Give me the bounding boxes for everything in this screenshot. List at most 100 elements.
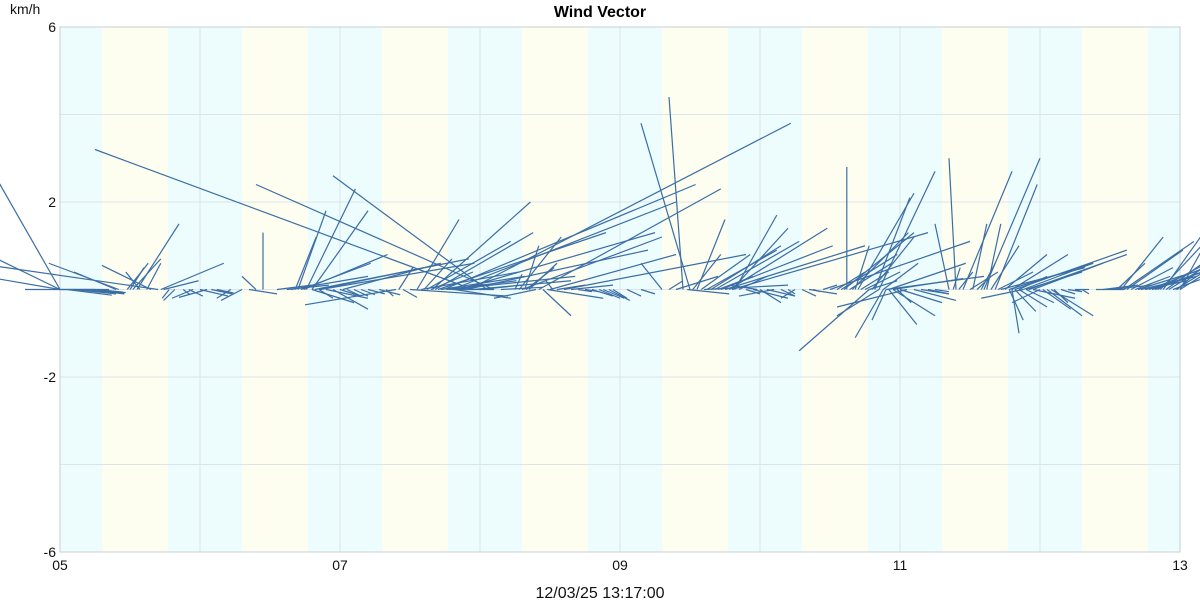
wind-vector-58 xyxy=(367,288,385,295)
wind-vector-190 xyxy=(986,223,1002,290)
wind-vector-180 xyxy=(934,223,950,290)
wind-vector-71 xyxy=(434,232,534,291)
wind-vector-225 xyxy=(1120,236,1164,290)
wind-vector-44 xyxy=(305,188,356,290)
wind-vector-118 xyxy=(687,288,730,295)
x-tick-label: 07 xyxy=(332,557,348,573)
wind-vector-115 xyxy=(668,280,684,291)
wind-vector-139 xyxy=(766,288,796,297)
x-tick-label: 13 xyxy=(1172,557,1188,573)
wind-vector-5 xyxy=(73,288,117,295)
wind-vector-22 xyxy=(163,280,199,291)
wind-vector-239 xyxy=(1165,264,1200,290)
wind-vector-52 xyxy=(332,288,369,310)
wind-vector-95 xyxy=(528,262,558,290)
wind-vector-183 xyxy=(958,271,974,290)
wind-vector-131 xyxy=(731,227,789,290)
wind-vector-147 xyxy=(822,284,838,291)
wind-vector-161 xyxy=(874,197,911,290)
wind-vector-162 xyxy=(878,171,936,290)
wind-vector-212 xyxy=(1042,289,1072,310)
x-axis-ticks: 05 07 09 11 13 xyxy=(52,557,1188,573)
wind-vector-20 xyxy=(0,266,159,291)
wind-vector-99 xyxy=(547,288,604,299)
wind-vector-216 xyxy=(1060,288,1076,295)
chart-title: Wind Vector xyxy=(554,4,646,21)
wind-vector-176 xyxy=(913,288,957,302)
wind-vector-61 xyxy=(304,288,397,306)
wind-vector-67 xyxy=(423,258,453,290)
wind-vector-33 xyxy=(220,288,243,301)
y-axis-ticks: -6 -2 2 6 xyxy=(44,19,57,560)
wind-vector-27 xyxy=(171,288,194,299)
wind-vector-120 xyxy=(692,254,722,290)
wind-vector-129 xyxy=(724,245,866,291)
wind-vector-81 xyxy=(465,249,649,291)
wind-vector-211 xyxy=(1011,288,1041,304)
wind-vector-200 xyxy=(1022,262,1094,291)
x-tick-label: 09 xyxy=(612,557,628,573)
wind-vector-126 xyxy=(714,240,800,291)
wind-vector-154 xyxy=(851,232,909,290)
wind-vector-146 xyxy=(813,288,821,293)
wind-vector-101 xyxy=(545,280,554,290)
wind-vector-31 xyxy=(216,288,234,294)
wind-vector-228 xyxy=(1130,267,1174,291)
wind-vector-219 xyxy=(1081,288,1090,295)
wind-vector-110 xyxy=(608,288,631,301)
wind-vector-62 xyxy=(398,267,414,290)
wind-vector-182 xyxy=(948,158,957,290)
wind-vector-199 xyxy=(1018,275,1048,291)
wind-vector-151 xyxy=(843,232,915,290)
x-tick-label: 05 xyxy=(52,557,68,573)
wind-vector-90 xyxy=(514,273,523,290)
wind-vector-111 xyxy=(612,288,628,299)
wind-vector-227 xyxy=(1126,249,1184,290)
wind-vector-179 xyxy=(934,288,950,293)
wind-vector-86 xyxy=(255,183,495,291)
wind-vector-41 xyxy=(297,210,327,290)
wind-vector-84 xyxy=(94,148,474,291)
wind-vector-48 xyxy=(320,262,475,291)
x-tick-label: 11 xyxy=(893,557,908,573)
wind-vector-245 xyxy=(1179,252,1200,290)
wind-vector-189 xyxy=(983,158,1041,290)
wind-vector-208 xyxy=(981,288,1024,299)
wind-vector-97 xyxy=(538,188,722,291)
wind-vector-140 xyxy=(738,288,775,297)
wind-vector-122 xyxy=(700,254,751,290)
wind-vector-108 xyxy=(598,288,621,299)
wind-vector-163 xyxy=(882,262,919,290)
wind-vector-29 xyxy=(178,288,208,298)
wind-vector-144 xyxy=(801,288,817,297)
wind-vector-238 xyxy=(1162,236,1200,290)
wind-vector-229 xyxy=(1134,275,1171,291)
wind-vector-105 xyxy=(577,288,593,293)
y-tick-label: 2 xyxy=(48,194,56,210)
wind-vector-69 xyxy=(430,271,474,291)
wind-vector-40 xyxy=(294,236,317,290)
wind-vector-47 xyxy=(318,267,425,291)
wind-vector-79 xyxy=(458,232,656,291)
wind-vector-121 xyxy=(696,219,726,290)
wind-vector-113 xyxy=(640,288,656,295)
wind-vector-165 xyxy=(888,262,966,291)
wind-vector-168 xyxy=(836,288,880,317)
wind-vector-6 xyxy=(85,288,125,295)
wind-vector-100 xyxy=(549,253,677,291)
wind-vector-160 xyxy=(871,236,915,290)
wind-vector-181 xyxy=(952,267,961,290)
wind-vector-175 xyxy=(836,288,908,308)
wind-vector-203 xyxy=(1032,262,1104,291)
wind-vector-34 xyxy=(248,288,278,295)
wind-vector-104 xyxy=(570,284,614,291)
wind-vector-209 xyxy=(1025,288,1055,304)
wind-vector-133 xyxy=(731,232,929,291)
wind-vectors xyxy=(0,96,1200,352)
wind-vector-202 xyxy=(1028,253,1128,291)
wind-vector-226 xyxy=(1123,240,1195,290)
wind-vector-235 xyxy=(1154,272,1200,291)
wind-vector-143 xyxy=(780,288,796,299)
wind-vector-244 xyxy=(1179,276,1200,291)
